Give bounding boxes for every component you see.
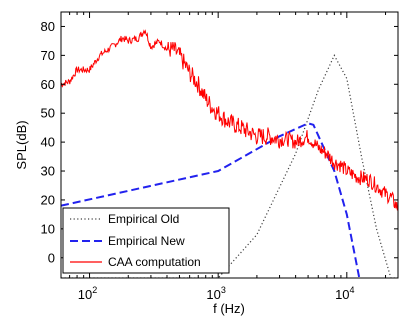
y-tick-label: 10: [41, 221, 55, 236]
x-tick-label: 104: [335, 285, 354, 302]
y-tick-label: 0: [48, 250, 55, 265]
legend-label-empirical-new: Empirical New: [108, 234, 185, 248]
y-tick-label: 30: [41, 164, 55, 179]
x-tick-label: 103: [206, 285, 225, 302]
series-layer: [61, 29, 398, 278]
y-axis-label: SPL(dB): [14, 120, 29, 169]
y-tick-label: 80: [41, 19, 55, 34]
y-tick-label: 50: [41, 106, 55, 121]
x-tick-label: 102: [78, 285, 97, 302]
y-tick-label: 20: [41, 192, 55, 207]
y-tick-label: 70: [41, 48, 55, 63]
series-line-empirical-old: [61, 54, 398, 278]
legend-label-empirical-old: Empirical Old: [108, 212, 179, 226]
plot-frame: [60, 11, 399, 279]
y-tick-label: 60: [41, 77, 55, 92]
x-axis-label: f (Hz): [213, 301, 245, 316]
legend: Empirical Old Empirical New CAA computat…: [62, 207, 230, 274]
series-line-empirical-new: [61, 122, 361, 278]
y-tick-label: 40: [41, 135, 55, 150]
legend-label-caa-computation: CAA computation: [108, 255, 201, 269]
series-line-caa-computation: [61, 29, 398, 211]
